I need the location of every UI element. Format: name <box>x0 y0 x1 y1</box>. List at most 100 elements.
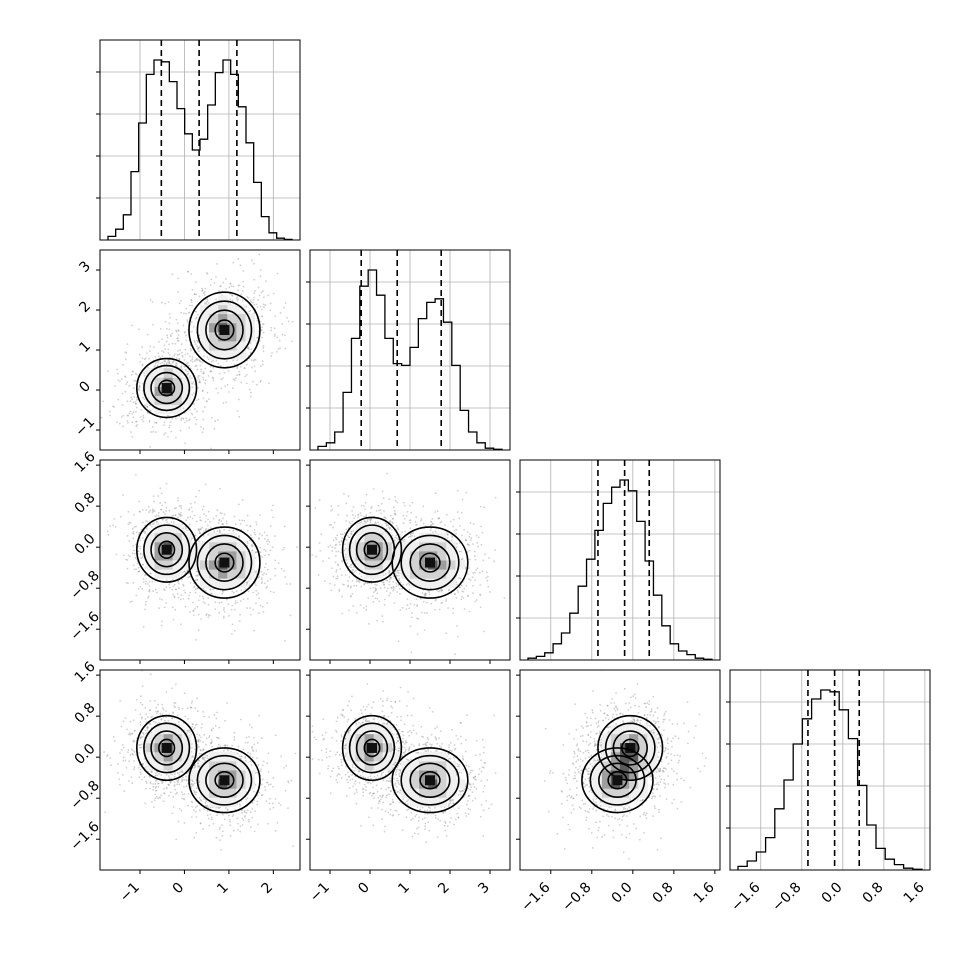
scatter-point <box>385 524 388 527</box>
scatter-point <box>473 571 476 574</box>
scatter-point <box>430 520 432 523</box>
scatter-point <box>194 317 197 320</box>
scatter-point <box>423 629 426 632</box>
scatter-point <box>222 281 225 284</box>
scatter-point <box>384 517 387 520</box>
scatter-point <box>272 292 275 295</box>
scatter-point <box>197 599 200 602</box>
scatter-point <box>156 774 159 777</box>
scatter-point <box>204 528 207 531</box>
scatter-point <box>176 353 179 356</box>
scatter-point <box>360 504 363 507</box>
scatter-point <box>409 519 412 522</box>
scatter-point <box>164 501 167 504</box>
scatter-point <box>348 536 351 539</box>
scatter-point <box>157 352 160 355</box>
scatter-point <box>133 526 136 528</box>
scatter-point <box>335 550 338 553</box>
scatter-point <box>158 340 160 343</box>
scatter-point <box>194 579 197 581</box>
scatter-point <box>455 532 457 535</box>
scatter-point <box>196 339 198 342</box>
scatter-point <box>265 586 267 589</box>
scatter-point <box>477 545 479 548</box>
scatter-point <box>381 615 384 617</box>
scatter-point <box>191 356 194 359</box>
scatter-point <box>403 517 406 520</box>
density-cell <box>154 368 165 378</box>
density-cell <box>355 541 366 552</box>
scatter-point <box>183 692 186 695</box>
scatter-point <box>177 291 180 293</box>
scatter-point <box>363 582 366 585</box>
scatter-point <box>188 419 190 422</box>
density-cell <box>227 532 237 543</box>
density-peak <box>425 557 435 568</box>
density-cell <box>154 532 165 543</box>
scatter-point <box>252 608 254 611</box>
density-cell <box>236 350 246 360</box>
scatter-point <box>217 737 220 740</box>
scatter-point <box>222 608 225 611</box>
scatter-point <box>201 756 204 759</box>
scatter-point <box>355 584 358 587</box>
scatter-point <box>390 528 393 531</box>
scatter-point <box>415 516 418 519</box>
scatter-point <box>262 303 265 306</box>
scatter-point <box>124 351 127 354</box>
scatter-point <box>246 809 249 812</box>
scatter-point <box>342 583 345 586</box>
scatter-point <box>423 612 426 614</box>
scatter-point <box>176 593 179 595</box>
scatter-point <box>268 540 271 543</box>
scatter-point <box>233 736 236 738</box>
scatter-point <box>134 401 137 403</box>
scatter-point <box>198 379 201 381</box>
density-cell <box>172 404 183 415</box>
density-cell <box>181 541 192 552</box>
contour-line <box>188 526 261 599</box>
scatter-point <box>330 523 333 526</box>
scatter-point <box>133 379 136 382</box>
density-cell <box>218 541 228 552</box>
scatter-point <box>197 587 199 590</box>
scatter-point <box>174 514 177 517</box>
density-cell <box>227 550 237 561</box>
scatter-point <box>410 511 413 514</box>
scatter-point <box>249 607 252 609</box>
scatter-point <box>172 360 175 363</box>
scatter-point <box>455 546 458 548</box>
scatter-point <box>376 597 379 600</box>
scatter-point <box>388 520 391 522</box>
density-cell <box>200 331 210 342</box>
scatter-point <box>267 294 270 297</box>
scatter-point <box>126 567 129 570</box>
density-cell <box>181 550 192 561</box>
density-cell <box>400 560 411 570</box>
scatter-point <box>256 336 259 339</box>
scatter-point <box>131 413 134 415</box>
scatter-point <box>146 406 149 408</box>
scatter-point <box>191 413 194 416</box>
scatter-point <box>207 375 210 377</box>
scatter-point <box>179 598 182 601</box>
scatter-point <box>397 538 400 541</box>
scatter-point <box>248 539 251 542</box>
density-cell <box>181 386 192 396</box>
scatter-point <box>210 592 212 595</box>
scatter-point <box>148 357 150 360</box>
scatter-point <box>131 392 134 395</box>
scatter-point <box>243 809 246 812</box>
scatter-point <box>155 779 158 782</box>
scatter-point <box>350 585 353 588</box>
scatter-point <box>161 504 164 507</box>
scatter-point <box>476 567 479 570</box>
scatter-point <box>426 612 428 614</box>
scatter-point <box>166 414 169 417</box>
scatter-point <box>178 505 181 508</box>
scatter-point <box>335 577 338 580</box>
scatter-point <box>284 347 287 350</box>
scatter-point <box>190 299 193 301</box>
scatter-point <box>336 577 339 580</box>
scatter-point <box>207 510 210 513</box>
